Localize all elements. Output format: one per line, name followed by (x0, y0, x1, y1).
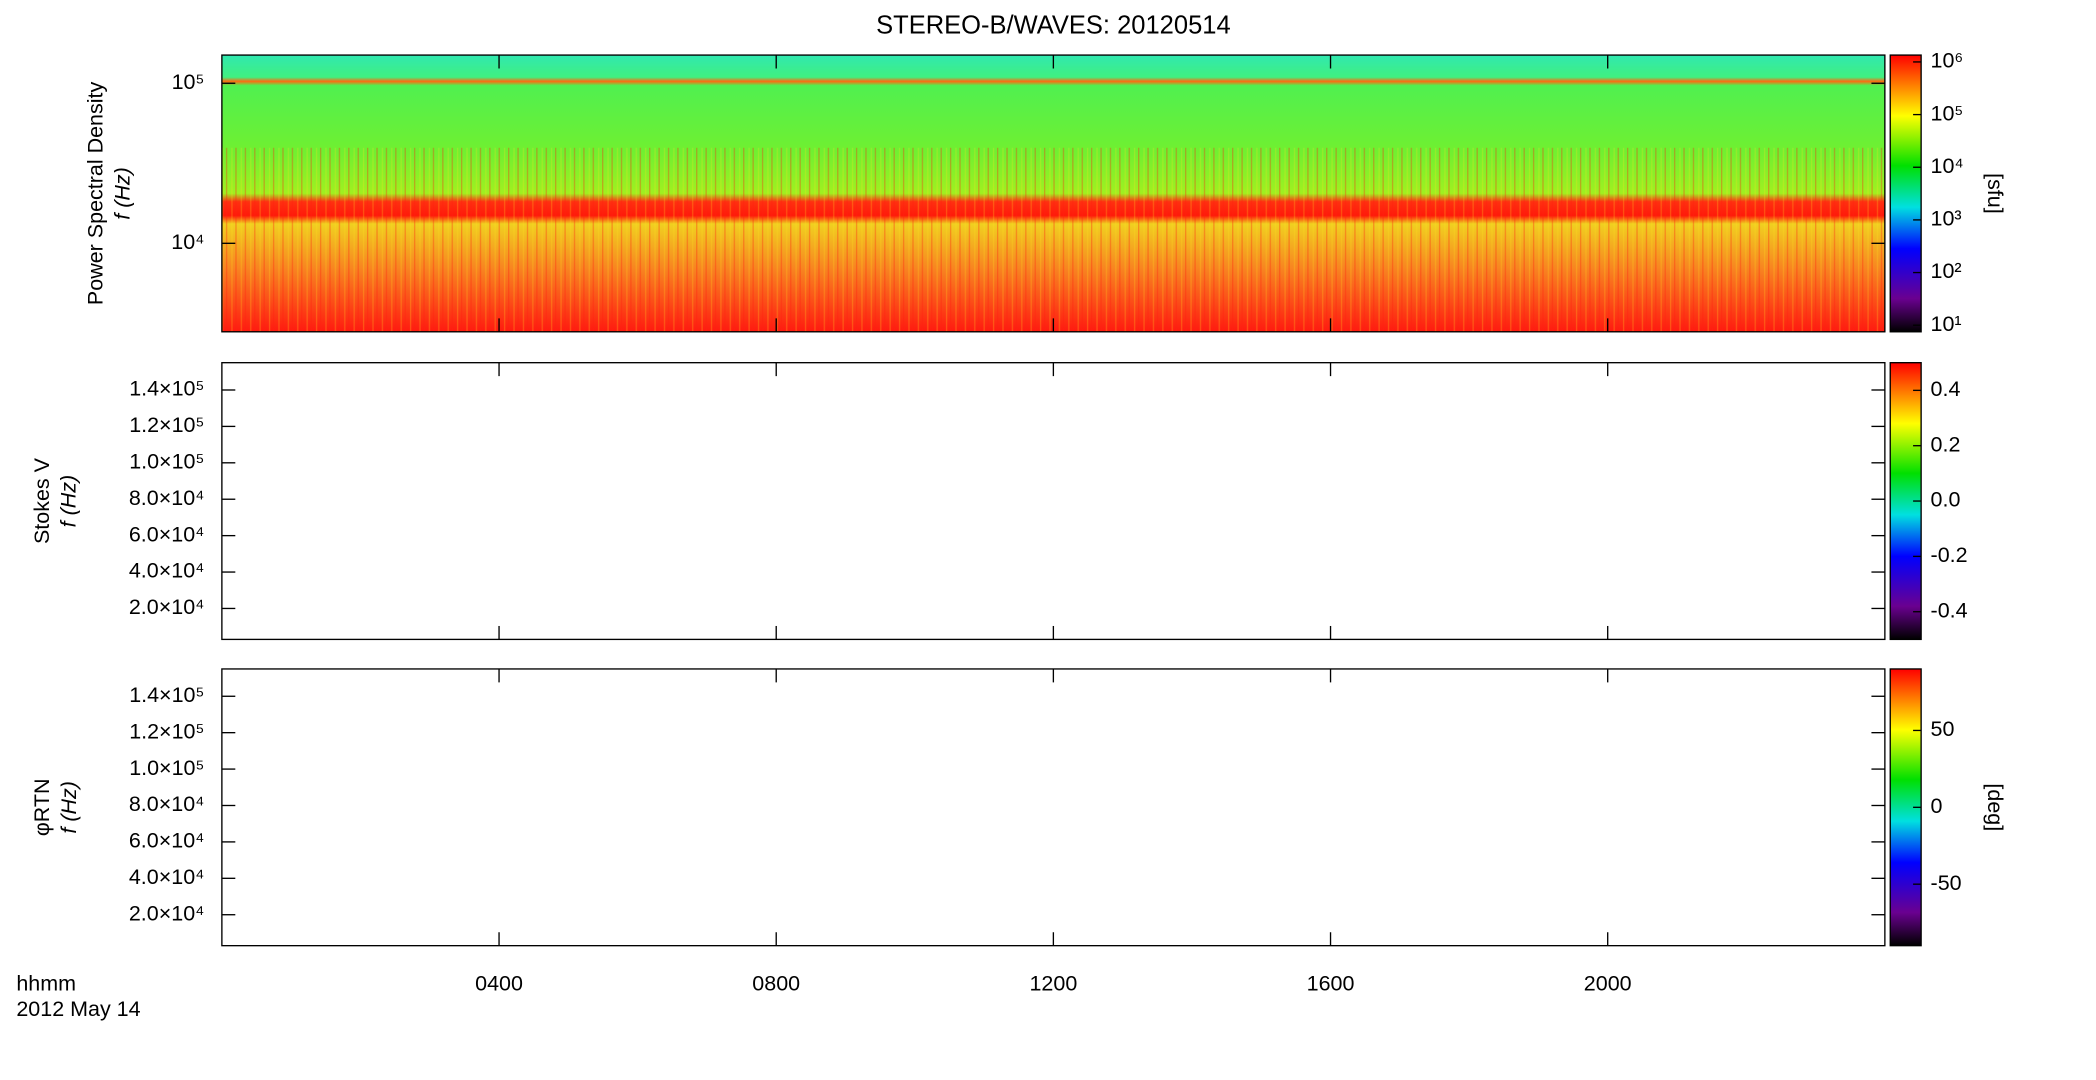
colorbar-label: [sfu] (1983, 173, 2007, 214)
y-axis-sublabel: f (Hz) (110, 167, 134, 220)
y-tick-label: 2.0×10⁴ (129, 901, 205, 925)
y-tick-label: 10⁵ (172, 70, 205, 94)
y-tick-label: 6.0×10⁴ (129, 522, 205, 546)
y-axis-label: Power Spectral Density (84, 82, 108, 306)
colorbar-tick-label: 10⁴ (1931, 154, 1964, 178)
y-axis-label: Stokes V (30, 457, 54, 544)
x-tick-label: 0800 (752, 971, 800, 995)
colorbar-tick-label: 0.0 (1931, 488, 1961, 512)
y-tick-label: 8.0×10⁴ (129, 486, 205, 510)
y-tick-label: 1.4×10⁵ (129, 377, 204, 401)
y-axis-sublabel: f (Hz) (57, 781, 81, 834)
y-tick-label: 2.0×10⁴ (129, 595, 205, 619)
x-tick-label: 2000 (1584, 971, 1632, 995)
y-tick-label: 6.0×10⁴ (129, 829, 205, 853)
colorbar-tick-label: 0.4 (1931, 377, 1961, 401)
colorbar-tick-label: -0.2 (1931, 543, 1968, 567)
colorbar-tick-label: 0 (1931, 794, 1943, 818)
colorbar-tick-label: 10⁶ (1931, 49, 1964, 73)
x-tick-label: 0400 (475, 971, 523, 995)
colorbar-label: [deg] (1983, 783, 2007, 831)
spectrogram-texture (221, 147, 1885, 332)
plot-frame (221, 668, 1886, 947)
date-label: 2012 May 14 (16, 997, 140, 1021)
colorbar-tick-label: 50 (1931, 717, 1955, 741)
y-tick-label: 1.2×10⁵ (129, 413, 204, 437)
y-tick-label: 1.0×10⁵ (129, 756, 204, 780)
colorbar-tick-label: -0.4 (1931, 598, 1968, 622)
y-tick-label: 8.0×10⁴ (129, 792, 205, 816)
x-tick-label: 1200 (1029, 971, 1077, 995)
y-tick-label: 10⁴ (171, 230, 204, 254)
plot-frame (221, 362, 1886, 641)
colorbar-tick-label: 10⁵ (1931, 101, 1964, 125)
y-tick-label: 4.0×10⁴ (129, 559, 205, 583)
colorbar-tick-label: -50 (1931, 871, 1962, 895)
colorbar-tick-label: 10² (1931, 259, 1962, 283)
colorbar-tick-label: 0.2 (1931, 432, 1961, 456)
x-axis-label: hhmm (16, 971, 76, 995)
y-tick-label: 4.0×10⁴ (129, 865, 205, 889)
colorbar (1889, 54, 1922, 333)
x-tick-label: 1600 (1307, 971, 1355, 995)
chart-title: STEREO-B/WAVES: 20120514 (876, 12, 1231, 40)
y-axis-label: φRTN (30, 778, 54, 836)
y-tick-label: 1.2×10⁵ (129, 719, 204, 743)
y-tick-label: 1.4×10⁵ (129, 683, 204, 707)
y-axis-sublabel: f (Hz) (57, 475, 81, 528)
colorbar-tick-label: 10¹ (1931, 312, 1962, 336)
colorbar-tick-label: 10³ (1931, 207, 1962, 231)
y-tick-label: 1.0×10⁵ (129, 449, 204, 473)
